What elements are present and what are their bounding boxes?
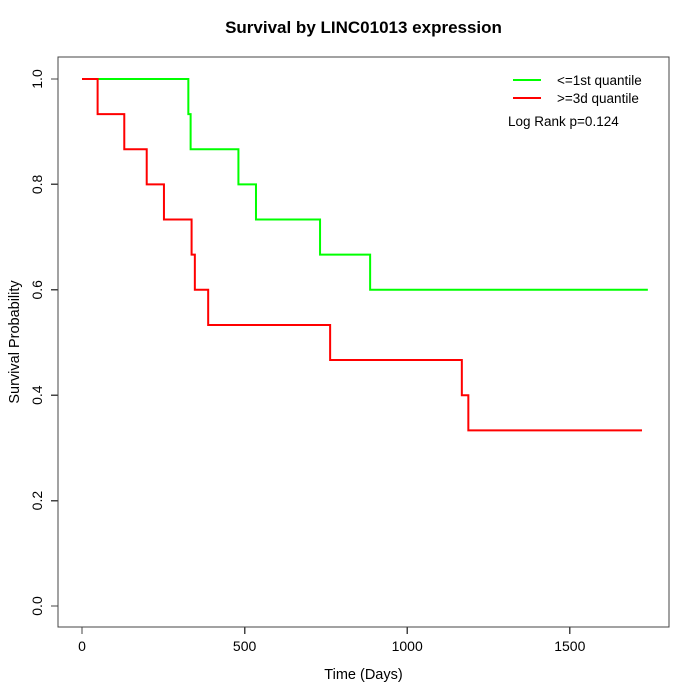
y-tick-label: 0.0 xyxy=(29,596,45,616)
legend-row: >=3d quantile xyxy=(506,89,642,107)
legend-label: >=3d quantile xyxy=(557,90,639,106)
x-tick-label: 1000 xyxy=(392,638,423,654)
chart-title: Survival by LINC01013 expression xyxy=(225,18,502,37)
y-tick-label: 0.2 xyxy=(29,491,45,511)
x-tick-label: 1500 xyxy=(554,638,585,654)
x-axis-title: Time (Days) xyxy=(324,667,403,683)
line-swatch-green xyxy=(513,79,541,81)
legend-label: <=1st quantile xyxy=(557,72,642,88)
y-tick-label: 1.0 xyxy=(29,69,45,89)
y-tick-label: 0.4 xyxy=(29,385,45,405)
plot-frame xyxy=(57,56,670,628)
y-tick-label: 0.6 xyxy=(29,280,45,300)
x-tick-label: 500 xyxy=(233,638,257,654)
logrank-annotation: Log Rank p=0.124 xyxy=(508,114,619,129)
y-axis-title: Survival Probability xyxy=(7,280,23,404)
legend: <=1st quantile >=3d quantile Log Rank p=0… xyxy=(506,71,642,130)
legend-row: <=1st quantile xyxy=(506,71,642,89)
legend-items: <=1st quantile >=3d quantile xyxy=(506,71,642,107)
line-swatch-red xyxy=(513,97,541,99)
survival-curve-low-expression xyxy=(82,78,648,291)
x-tick-label: 0 xyxy=(78,638,86,654)
survival-curve-high-expression xyxy=(82,78,642,432)
y-tick-label: 0.8 xyxy=(29,174,45,194)
